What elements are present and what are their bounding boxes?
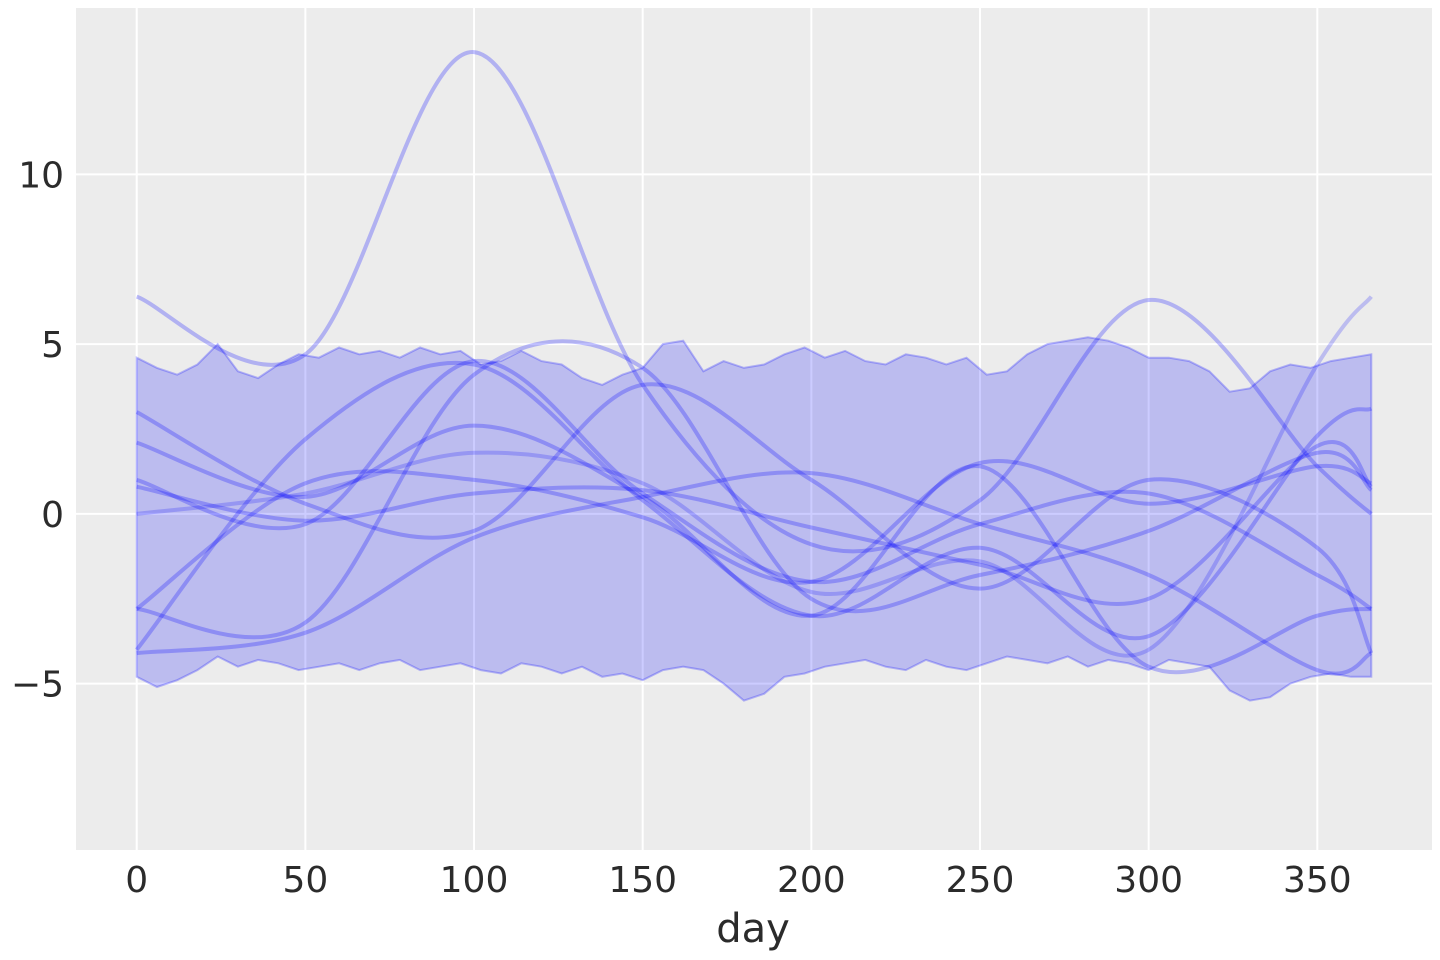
- series-line-3: [136, 339, 1373, 640]
- y-tick-label: 10: [18, 155, 64, 196]
- interval-band: [135, 336, 1373, 702]
- series-line-9: [136, 470, 1373, 676]
- x-tick-label: 200: [777, 860, 846, 901]
- y-tick-label: 5: [41, 325, 64, 366]
- series-line-1: [135, 50, 1373, 554]
- y-tick-label: −5: [11, 665, 64, 706]
- series-line-8: [136, 440, 1373, 606]
- series-line-6: [135, 382, 1374, 655]
- x-tick-label: 350: [1283, 860, 1352, 901]
- x-tick-labels: 0 50 100 150 200 250 300 350: [125, 860, 1351, 901]
- x-tick-label: 250: [946, 860, 1015, 901]
- grid-lines: [76, 8, 1432, 850]
- x-tick-label: 50: [282, 860, 328, 901]
- interval-band-layer: [135, 336, 1373, 702]
- y-tick-label: 0: [41, 495, 64, 536]
- plot-background: [76, 8, 1432, 850]
- series-line-7: [136, 359, 1373, 611]
- series-line-5: [136, 423, 1372, 675]
- y-tick-labels: −5 0 5 10: [11, 155, 64, 705]
- x-tick-label: 100: [440, 860, 509, 901]
- series-line-4: [135, 360, 1373, 651]
- series-lines-layer: [135, 50, 1374, 676]
- series-line-2: [136, 295, 1373, 658]
- x-tick-label: 150: [608, 860, 677, 901]
- x-tick-label: 0: [125, 860, 148, 901]
- series-line-10: [135, 459, 1373, 611]
- x-tick-label: 300: [1114, 860, 1183, 901]
- x-axis-label: day: [716, 906, 790, 952]
